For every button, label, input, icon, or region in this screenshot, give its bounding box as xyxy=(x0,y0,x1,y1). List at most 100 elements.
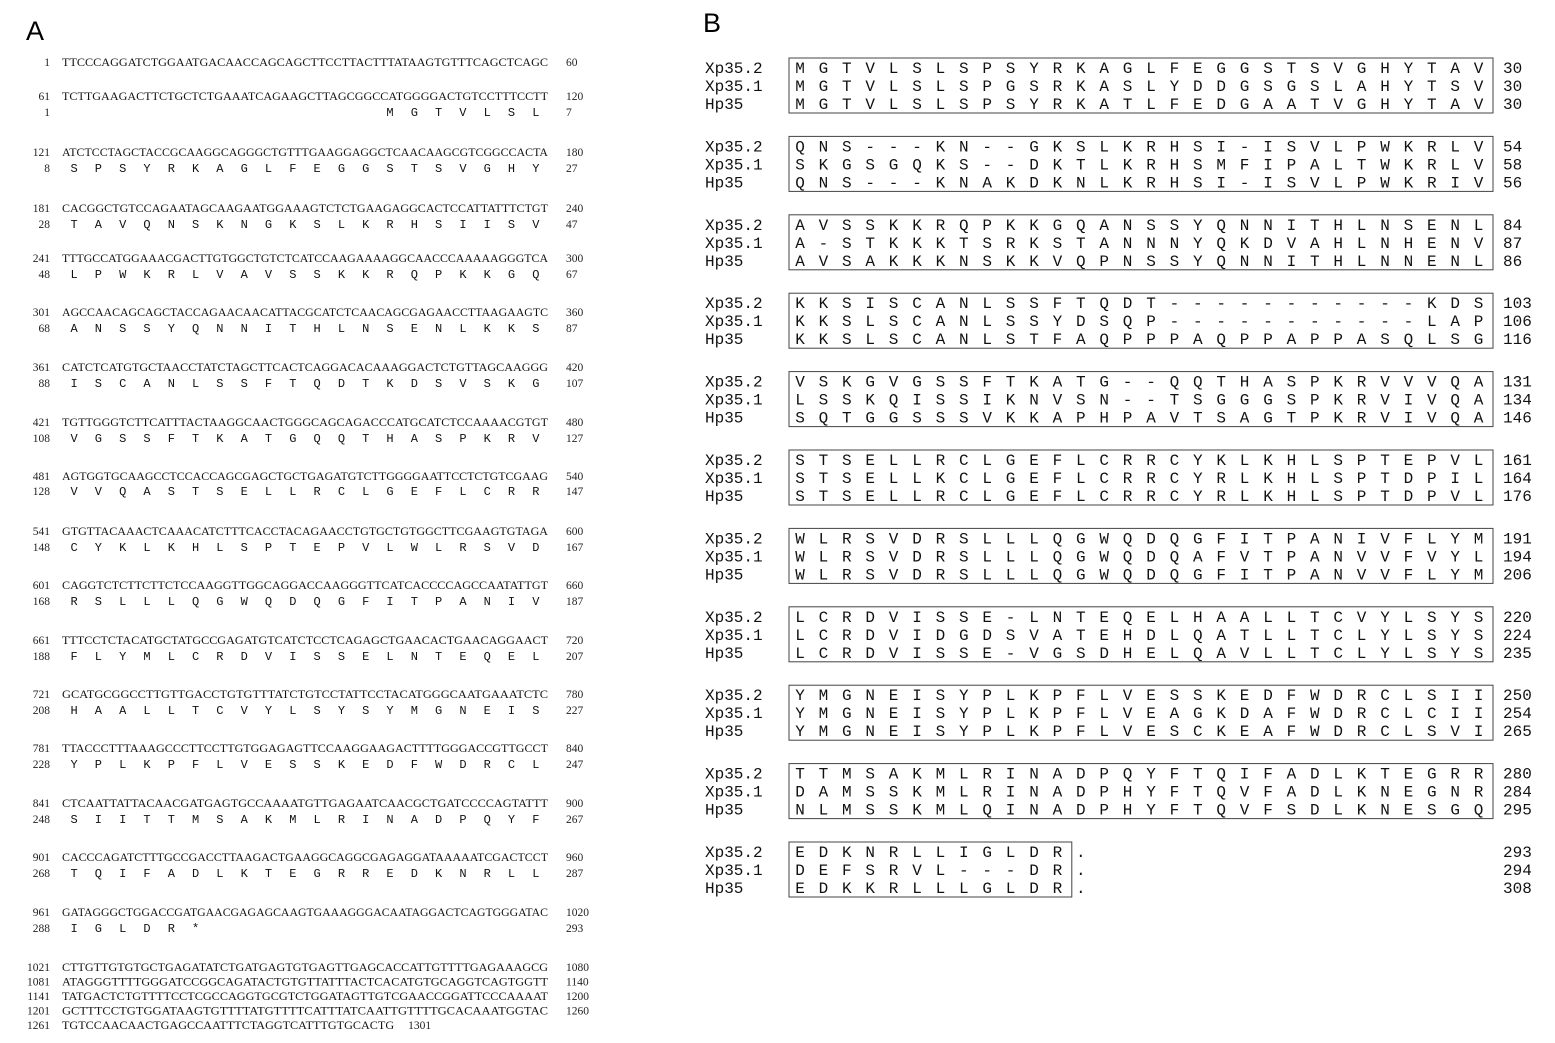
residue: Q xyxy=(1216,784,1226,802)
residue: D xyxy=(1216,78,1226,96)
residue: Y xyxy=(1404,96,1414,114)
residue: A xyxy=(982,174,992,192)
nt-start-number: 721 xyxy=(33,689,51,701)
residue: T xyxy=(1287,410,1297,428)
residue: V xyxy=(1123,723,1133,741)
residue: V xyxy=(1380,374,1390,392)
residue: K xyxy=(1029,253,1039,271)
alignment-gap: - xyxy=(1240,295,1250,313)
residue: A xyxy=(795,235,805,253)
panel-a-label: A xyxy=(26,16,44,46)
panel-b-label: B xyxy=(703,8,721,38)
residue: M xyxy=(936,802,946,820)
protein-sequence: TAVQNSKNGKSLKRHSIISV xyxy=(71,218,557,232)
alignment-gap: - xyxy=(1333,313,1343,331)
residue: K xyxy=(1404,174,1414,192)
residue: Y xyxy=(795,705,805,723)
residue: A xyxy=(1450,313,1460,331)
residue: K xyxy=(1053,174,1063,192)
residue: V xyxy=(1053,392,1063,410)
residue: K xyxy=(1123,138,1133,156)
residue: T xyxy=(1310,645,1320,663)
protein-sequence: ISCANLSSFTQDTKDSVSKG xyxy=(71,377,557,391)
residue: D xyxy=(819,880,829,898)
residue: A xyxy=(1263,374,1273,392)
residue: K xyxy=(889,235,899,253)
residue: A xyxy=(1310,156,1320,174)
residue: K xyxy=(1427,295,1437,313)
residue: L xyxy=(1474,470,1484,488)
residue: S xyxy=(1006,295,1016,313)
residue: M xyxy=(819,687,829,705)
nt-end-number: 300 xyxy=(566,253,584,265)
residue: K xyxy=(842,844,852,862)
residue: P xyxy=(1123,331,1133,349)
residue: L xyxy=(1333,138,1343,156)
residue: T xyxy=(1263,566,1273,584)
residue: I xyxy=(1357,530,1367,548)
residue: S xyxy=(1170,723,1180,741)
residue: K xyxy=(1263,488,1273,506)
residue: R xyxy=(1357,392,1367,410)
nucleotide-sequence: CACCCAGATCTTTGCCGACCTTAAGACTGAAGGCAGGCGA… xyxy=(62,852,548,864)
residue: D xyxy=(912,530,922,548)
residue: V xyxy=(1427,374,1437,392)
residue: A xyxy=(1287,766,1297,784)
residue: G xyxy=(912,374,922,392)
aa-start-number: 268 xyxy=(33,868,51,880)
residue: A xyxy=(1263,705,1273,723)
aa-end-number: 127 xyxy=(566,433,584,445)
residue: N xyxy=(795,802,805,820)
residue: R xyxy=(1357,410,1367,428)
residue: R xyxy=(1053,844,1063,862)
residue: Y xyxy=(1193,470,1203,488)
residue: K xyxy=(1006,253,1016,271)
nucleotide-sequence: TATGACTCTGTTTTCCTCGCCAGGTGCGTCTGGATAGTTG… xyxy=(62,991,548,1003)
residue: R xyxy=(842,530,852,548)
residue: Y xyxy=(959,687,969,705)
residue: L xyxy=(1474,452,1484,470)
residue: I xyxy=(1474,723,1484,741)
nt-end-number: 120 xyxy=(566,91,584,103)
aa-end-number: 227 xyxy=(566,705,584,717)
residue: A xyxy=(936,313,946,331)
residue: L xyxy=(1006,548,1016,566)
nt-start-number: 541 xyxy=(33,526,51,538)
residue: E xyxy=(1404,452,1414,470)
residue-end-number: 146 xyxy=(1503,410,1532,428)
residue: T xyxy=(1287,60,1297,78)
residue: T xyxy=(1310,253,1320,271)
residue: L xyxy=(1029,566,1039,584)
residue: R xyxy=(1053,96,1063,114)
residue: N xyxy=(959,331,969,349)
residue: D xyxy=(1099,645,1109,663)
residue: D xyxy=(865,609,875,627)
residue: P xyxy=(982,687,992,705)
residue: N xyxy=(1450,235,1460,253)
residue: I xyxy=(1404,392,1414,410)
residue: N xyxy=(1240,217,1250,235)
residue: K xyxy=(1076,78,1086,96)
residue: K xyxy=(795,313,805,331)
residue: T xyxy=(1006,374,1016,392)
residue: P xyxy=(1076,410,1086,428)
sequence-name: Xp35.1 xyxy=(705,862,763,880)
residue: Y xyxy=(1193,452,1203,470)
nt-start-number: 841 xyxy=(33,798,51,810)
residue: S xyxy=(1450,78,1460,96)
residue: A xyxy=(1474,374,1484,392)
residue: S xyxy=(1427,802,1437,820)
residue: S xyxy=(1029,78,1039,96)
residue: Y xyxy=(959,705,969,723)
residue: T xyxy=(1146,295,1156,313)
conserved-region-box xyxy=(788,214,1494,271)
residue: Q xyxy=(1170,374,1180,392)
residue: V xyxy=(1450,452,1460,470)
residue: A xyxy=(1099,96,1109,114)
residue: S xyxy=(842,138,852,156)
residue: S xyxy=(936,410,946,428)
residue: K xyxy=(1029,217,1039,235)
